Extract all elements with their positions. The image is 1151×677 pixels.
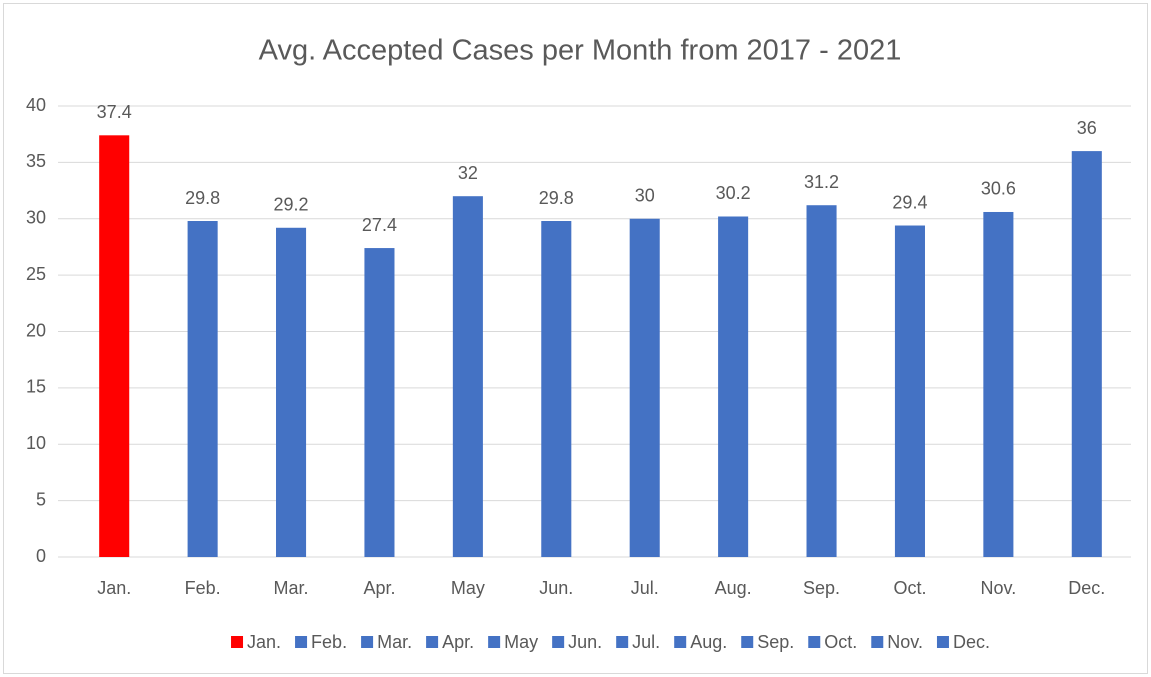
chart-border: [3, 3, 1148, 674]
legend-label: Jul.: [632, 632, 660, 652]
legend-label: Sep.: [757, 632, 794, 652]
y-tick-label: 5: [36, 489, 46, 509]
legend-swatch: [488, 636, 501, 648]
bar: [983, 211, 1014, 558]
legend-label: Oct.: [824, 632, 857, 652]
bar: [364, 248, 395, 557]
bar: [452, 196, 483, 557]
data-label: 30: [635, 186, 655, 206]
legend-label: Mar.: [377, 632, 412, 652]
legend-swatch: [426, 636, 439, 648]
data-label: 31.2: [804, 172, 839, 192]
x-tick-label: Aug.: [715, 578, 752, 598]
legend-swatch: [552, 636, 565, 648]
bar: [541, 221, 572, 557]
x-tick-label: Sep.: [803, 578, 840, 598]
x-tick-label: Feb.: [185, 578, 221, 598]
x-tick-label: Oct.: [893, 578, 926, 598]
y-tick-label: 20: [26, 320, 46, 340]
chart-title: Avg. Accepted Cases per Month from 2017 …: [259, 35, 902, 67]
x-tick-label: Dec.: [1068, 578, 1105, 598]
legend-label: Feb.: [311, 632, 347, 652]
x-tick-label: Apr.: [363, 578, 395, 598]
y-tick-label: 0: [36, 546, 46, 566]
data-label: 29.8: [539, 188, 574, 208]
data-label: 37.4: [97, 102, 132, 122]
bar: [806, 205, 837, 557]
bar: [99, 135, 130, 557]
data-label: 32: [458, 163, 478, 183]
y-tick-label: 25: [26, 264, 46, 284]
legend-label: Nov.: [887, 632, 923, 652]
bar: [276, 227, 307, 557]
x-tick-label: Nov.: [981, 578, 1017, 598]
bar: [187, 221, 218, 557]
legend-swatch: [741, 636, 754, 648]
legend-swatch: [871, 636, 884, 648]
x-tick-label: Jan.: [97, 578, 131, 598]
legend-swatch: [295, 636, 308, 648]
bar: [718, 216, 749, 557]
legend-label: Dec.: [953, 632, 990, 652]
y-tick-label: 30: [26, 208, 46, 228]
x-tick-label: Jun.: [539, 578, 573, 598]
legend-swatch: [936, 636, 949, 648]
legend-label: Apr.: [442, 632, 474, 652]
legend-swatch: [361, 636, 374, 648]
legend-swatch: [674, 636, 687, 648]
bar: [1071, 151, 1102, 557]
bar: [629, 218, 660, 557]
y-tick-label: 35: [26, 151, 46, 171]
legend-swatch: [616, 636, 629, 648]
bar: [894, 225, 925, 557]
data-label: 30.6: [981, 179, 1016, 199]
x-tick-label: Mar.: [274, 578, 309, 598]
legend-swatch: [231, 636, 244, 648]
legend-label: May: [504, 632, 538, 652]
data-label: 27.4: [362, 215, 397, 235]
legend-label: Jun.: [568, 632, 602, 652]
data-label: 30.2: [716, 183, 751, 203]
legend-label: Jan.: [247, 632, 281, 652]
data-label: 36: [1077, 118, 1097, 138]
legend-label: Aug.: [690, 632, 727, 652]
x-tick-label: Jul.: [631, 578, 659, 598]
data-label: 29.4: [892, 192, 927, 212]
y-tick-label: 10: [26, 433, 46, 453]
x-tick-label: May: [451, 578, 485, 598]
data-label: 29.2: [274, 195, 309, 215]
legend-swatch: [808, 636, 821, 648]
data-label: 29.8: [185, 188, 220, 208]
y-tick-label: 40: [26, 95, 46, 115]
y-tick-label: 15: [26, 377, 46, 397]
